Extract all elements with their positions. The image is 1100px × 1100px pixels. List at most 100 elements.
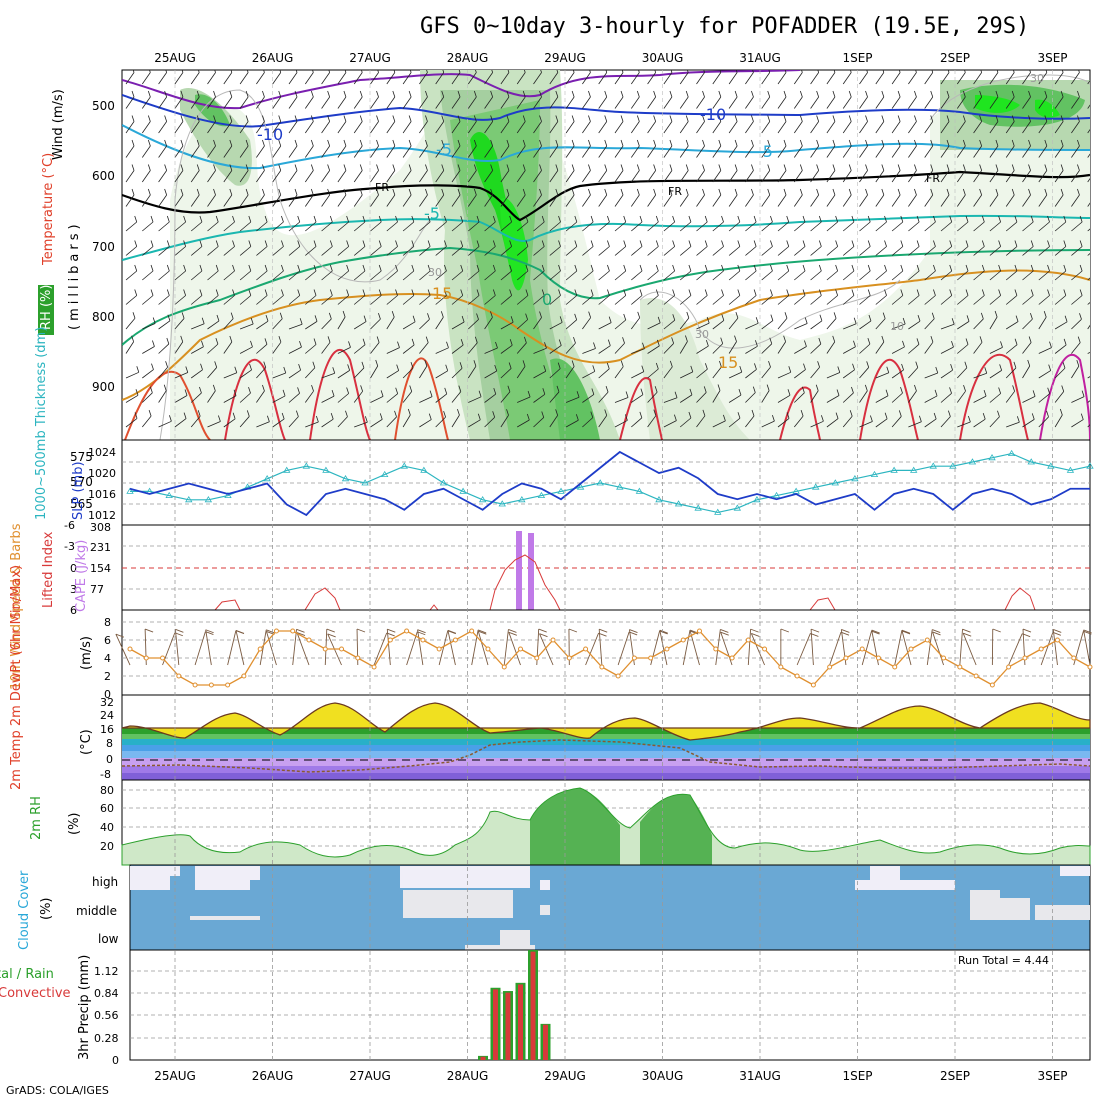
ylabel-temperature: Temperature (°C) [41, 153, 56, 266]
wind-barb-flag [799, 115, 803, 122]
thickness-point [537, 491, 546, 498]
wind-barb-flag [753, 240, 757, 247]
wind-barb-flag [181, 312, 185, 319]
wind-barb-flag [962, 188, 966, 196]
wind-barb [321, 318, 332, 330]
date-label: 30AUG [642, 1069, 684, 1083]
wind-barb-flag [212, 384, 216, 392]
thickness-slp-panel: 575 570 565 1024 1020 1016 1012 1000~500… [34, 327, 1094, 526]
wind-barb [712, 194, 722, 207]
wind-barb [712, 246, 724, 256]
wind-barb [647, 295, 659, 305]
wind-barb-flag [558, 240, 561, 247]
wind-barb-flag [1060, 164, 1064, 171]
wind-barb [142, 295, 154, 305]
wind-barb-flag [395, 240, 398, 247]
wind-barb-flag [525, 240, 529, 247]
wind-barb-flag [702, 115, 705, 122]
wind-barb-flag [981, 289, 985, 296]
wind-barb [810, 270, 822, 281]
wind-barb [891, 295, 904, 305]
wind-barb-flag [541, 264, 545, 272]
wind-barb [973, 372, 987, 379]
wind-barb [1005, 170, 1015, 183]
wind-barb [223, 246, 235, 256]
wind-barb [728, 221, 741, 232]
wind-barb-flag [783, 115, 787, 122]
wind-barb-flag [131, 115, 135, 122]
wind-barb-flag [641, 365, 645, 372]
wind-barb-flag [343, 139, 347, 147]
wind-barb-flag [346, 215, 350, 223]
wind-barb-flag [851, 264, 855, 272]
wind-barb-flag [642, 342, 645, 349]
wind-barb [190, 96, 200, 109]
wind-barb [647, 246, 659, 256]
wind-barb [125, 295, 137, 305]
wind-barb [337, 416, 348, 428]
wind-barb-flag [965, 338, 969, 345]
wind-barb-flag [590, 289, 594, 296]
wind-barb [728, 72, 738, 85]
wind-barb-flag [979, 139, 983, 147]
wind-barb-flag [930, 90, 934, 98]
wind-barb [305, 344, 317, 354]
wind-barb [891, 221, 904, 232]
wind-barb-flag [885, 389, 889, 396]
wind-barb [304, 145, 314, 158]
wind-barb [370, 295, 382, 305]
wind-barb-flag [362, 338, 366, 345]
wind-barb-flag [639, 240, 643, 247]
wind-barb-flag [1077, 164, 1080, 171]
wind-barb [1054, 344, 1067, 354]
ylabel-wind10-unit: (m/s) [79, 636, 94, 670]
wind-barb [728, 170, 738, 183]
wind-barb-flag [166, 264, 170, 272]
wind-barb-flag [348, 341, 351, 348]
wind-barb [207, 421, 221, 428]
cape-bar [516, 531, 522, 610]
wind-barb-flag [571, 139, 575, 147]
wind-barb-flag [230, 70, 233, 73]
wind-barb [826, 145, 836, 158]
wind-barb [223, 270, 235, 281]
wind-barb-flag [364, 416, 368, 423]
wind-barb-flag [591, 388, 595, 395]
wind-barb [891, 145, 901, 158]
wind-barb [891, 170, 901, 183]
wind-barb-flag [821, 415, 824, 422]
wind-barb [256, 344, 268, 354]
wind-barb [793, 145, 803, 158]
wind-barb-flag [672, 215, 676, 223]
wind-barb [500, 170, 510, 183]
date-label: 28AUG [447, 1069, 489, 1083]
wind-barb-flag [539, 115, 542, 122]
wind-barb [370, 270, 382, 281]
wind-barb [663, 145, 673, 158]
wind-barb [1022, 145, 1031, 158]
wind-barb [761, 246, 773, 256]
wind-barb [728, 270, 741, 281]
wind-barb-flag [444, 240, 447, 247]
wind-barb-flag [411, 338, 415, 346]
wind-barb [598, 295, 610, 305]
wind-barb-flag [233, 389, 237, 396]
wind-barb-flag [200, 363, 203, 370]
wind-barb-flag [1011, 90, 1015, 98]
wind10-point [192, 682, 198, 688]
wind-barb-flag [669, 90, 673, 98]
wind-barb-flag [539, 139, 542, 147]
wind-barb-flag [1044, 90, 1048, 98]
wind-barb [1038, 347, 1052, 354]
wind-barb [973, 246, 985, 256]
wind-barb [777, 371, 791, 379]
wind-barb-flag [704, 215, 708, 223]
wind-barb [679, 270, 692, 281]
wind-barb [190, 392, 202, 403]
wind-barb [810, 343, 822, 354]
wind10-point [1022, 655, 1028, 661]
wind-barb-flag [458, 385, 462, 392]
wind-barb-flag [199, 240, 203, 247]
date-label: 28AUG [447, 51, 489, 65]
wind-barb-flag [962, 164, 966, 171]
